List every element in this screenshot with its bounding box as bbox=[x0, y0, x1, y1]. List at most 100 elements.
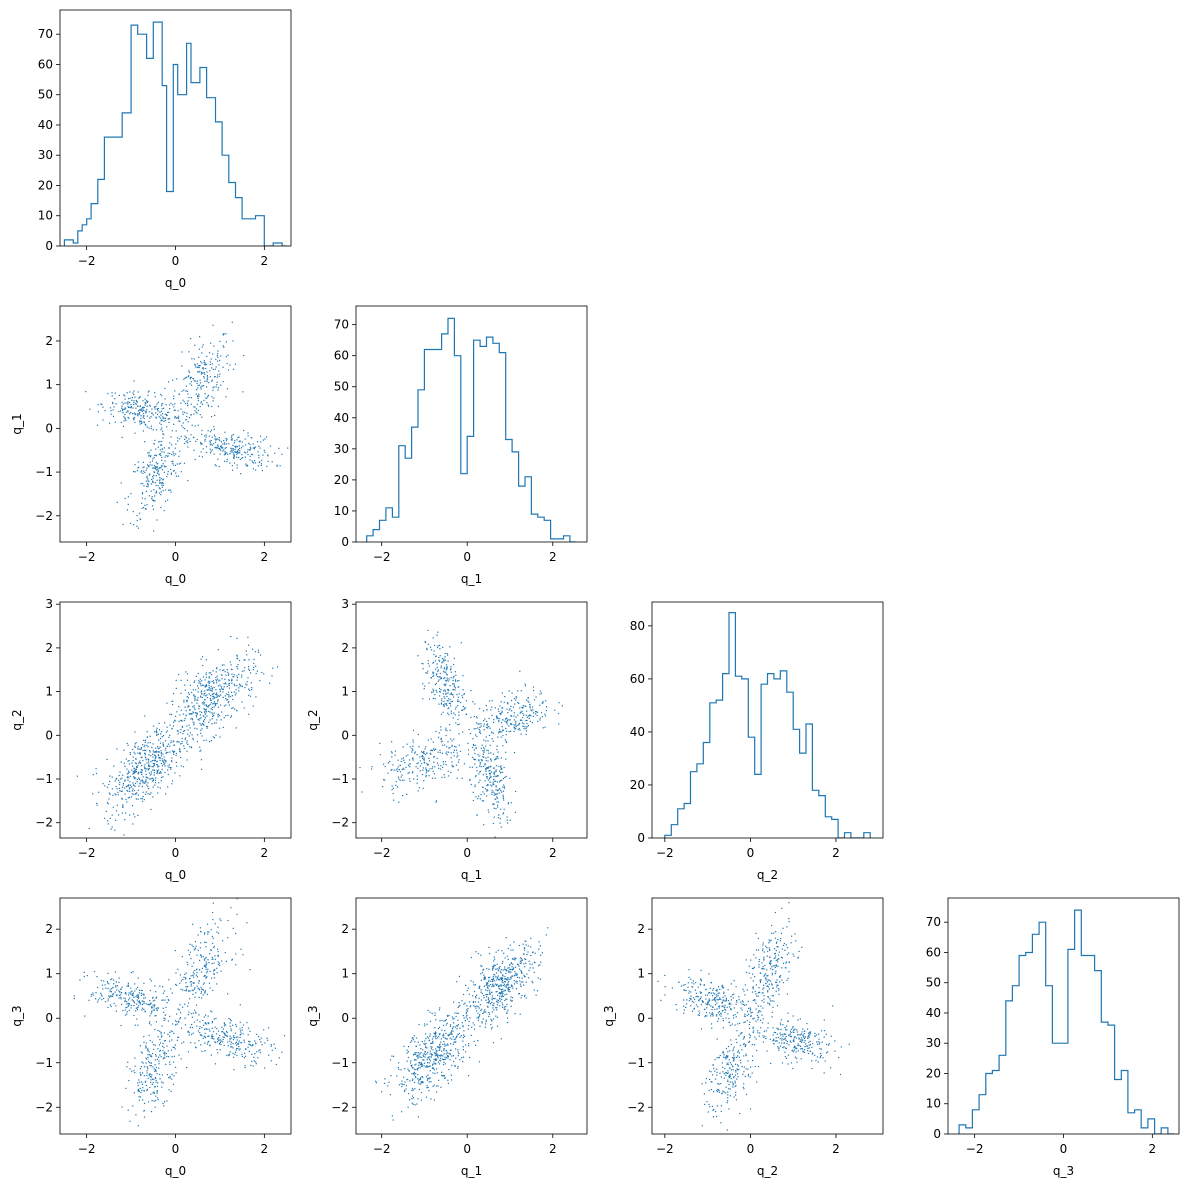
scatter-point bbox=[83, 975, 85, 978]
scatter-point bbox=[169, 751, 171, 753]
scatter-point bbox=[173, 1046, 175, 1048]
scatter-point bbox=[144, 782, 146, 784]
scatter-point bbox=[253, 448, 256, 450]
scatter-point bbox=[235, 1025, 238, 1027]
scatter-point bbox=[500, 722, 503, 724]
scatter-point bbox=[215, 1042, 217, 1044]
scatter-point bbox=[515, 722, 517, 724]
scatter-point bbox=[214, 958, 216, 960]
scatter-point bbox=[215, 702, 217, 705]
scatter-point bbox=[558, 723, 560, 725]
scatter-point bbox=[212, 324, 214, 326]
scatter-point bbox=[497, 977, 499, 980]
scatter-point bbox=[106, 758, 108, 760]
scatter-point bbox=[196, 380, 199, 382]
scatter-point bbox=[237, 452, 239, 454]
scatter-point bbox=[493, 1018, 495, 1020]
scatter-point bbox=[181, 726, 184, 728]
scatter-point bbox=[150, 761, 152, 763]
scatter-point bbox=[466, 990, 468, 992]
scatter-point bbox=[237, 664, 239, 666]
scatter-point bbox=[150, 778, 152, 780]
scatter-point bbox=[170, 1049, 173, 1051]
scatter-point bbox=[160, 762, 162, 765]
scatter-point bbox=[143, 415, 145, 417]
scatter-point bbox=[228, 443, 230, 445]
scatter-point bbox=[219, 669, 221, 671]
scatter-point bbox=[229, 453, 231, 455]
scatter-point bbox=[462, 1026, 464, 1028]
scatter-point bbox=[522, 713, 524, 715]
scatter-point bbox=[142, 759, 144, 762]
scatter-point bbox=[267, 1039, 269, 1041]
scatter-point bbox=[505, 758, 507, 760]
scatter-point bbox=[174, 409, 176, 411]
scatter-point bbox=[492, 1004, 494, 1006]
y-tick-label: 50 bbox=[334, 380, 349, 394]
scatter-point bbox=[474, 752, 476, 755]
scatter-point bbox=[450, 738, 452, 740]
scatter-point bbox=[141, 406, 144, 408]
scatter-point bbox=[501, 977, 503, 979]
scatter-point bbox=[126, 801, 128, 803]
scatter-point bbox=[498, 801, 500, 803]
scatter-point bbox=[152, 467, 154, 469]
scatter-point bbox=[139, 396, 141, 398]
scatter-point bbox=[509, 708, 511, 710]
scatter-point bbox=[432, 662, 434, 664]
scatter-point bbox=[213, 702, 215, 704]
scatter-point bbox=[144, 741, 146, 743]
scatter-point bbox=[175, 679, 177, 681]
scatter-point bbox=[397, 1067, 399, 1069]
scatter-point bbox=[506, 985, 508, 987]
scatter-point bbox=[161, 456, 163, 458]
scatter-point bbox=[150, 455, 152, 457]
scatter-point bbox=[462, 689, 464, 691]
scatter-point bbox=[178, 1021, 180, 1023]
scatter-point bbox=[448, 698, 450, 700]
scatter-point bbox=[523, 953, 525, 955]
scatter-point bbox=[157, 754, 159, 756]
scatter-point bbox=[140, 417, 142, 420]
scatter-point bbox=[427, 764, 429, 766]
scatter-point bbox=[199, 718, 201, 720]
scatter-point bbox=[152, 786, 154, 788]
scatter-point bbox=[467, 753, 470, 755]
scatter-point bbox=[213, 712, 215, 714]
scatter-point bbox=[196, 976, 198, 978]
scatter-point bbox=[435, 1054, 437, 1056]
scatter-point bbox=[103, 980, 105, 982]
scatter-point bbox=[506, 998, 508, 1000]
scatter-point bbox=[205, 946, 207, 948]
scatter-point bbox=[441, 1054, 443, 1056]
scatter-point bbox=[478, 1015, 481, 1017]
scatter-point bbox=[204, 435, 206, 437]
scatter-point bbox=[493, 973, 495, 976]
scatter-point bbox=[147, 484, 149, 486]
scatter-point bbox=[137, 1084, 139, 1086]
scatter-point bbox=[133, 777, 135, 779]
scatter-point bbox=[208, 676, 210, 678]
scatter-point bbox=[461, 709, 463, 711]
scatter-point bbox=[510, 802, 512, 804]
scatter-point bbox=[115, 786, 117, 788]
scatter-point bbox=[525, 958, 527, 961]
scatter-point bbox=[160, 1033, 162, 1035]
scatter-point bbox=[179, 751, 181, 753]
scatter-point bbox=[210, 685, 212, 687]
scatter-point bbox=[218, 680, 220, 682]
scatter-point bbox=[521, 959, 523, 961]
scatter-point bbox=[501, 977, 503, 979]
scatter-point bbox=[185, 715, 187, 717]
scatter-point bbox=[219, 679, 221, 681]
scatter-point bbox=[202, 715, 204, 717]
scatter-point bbox=[444, 1077, 446, 1079]
scatter-point bbox=[491, 1011, 493, 1013]
scatter-point bbox=[118, 774, 120, 777]
scatter-point bbox=[244, 659, 246, 661]
scatter-point bbox=[485, 999, 487, 1001]
scatter-point bbox=[480, 999, 482, 1001]
scatter-point bbox=[133, 419, 135, 421]
scatter-point bbox=[159, 1049, 161, 1051]
